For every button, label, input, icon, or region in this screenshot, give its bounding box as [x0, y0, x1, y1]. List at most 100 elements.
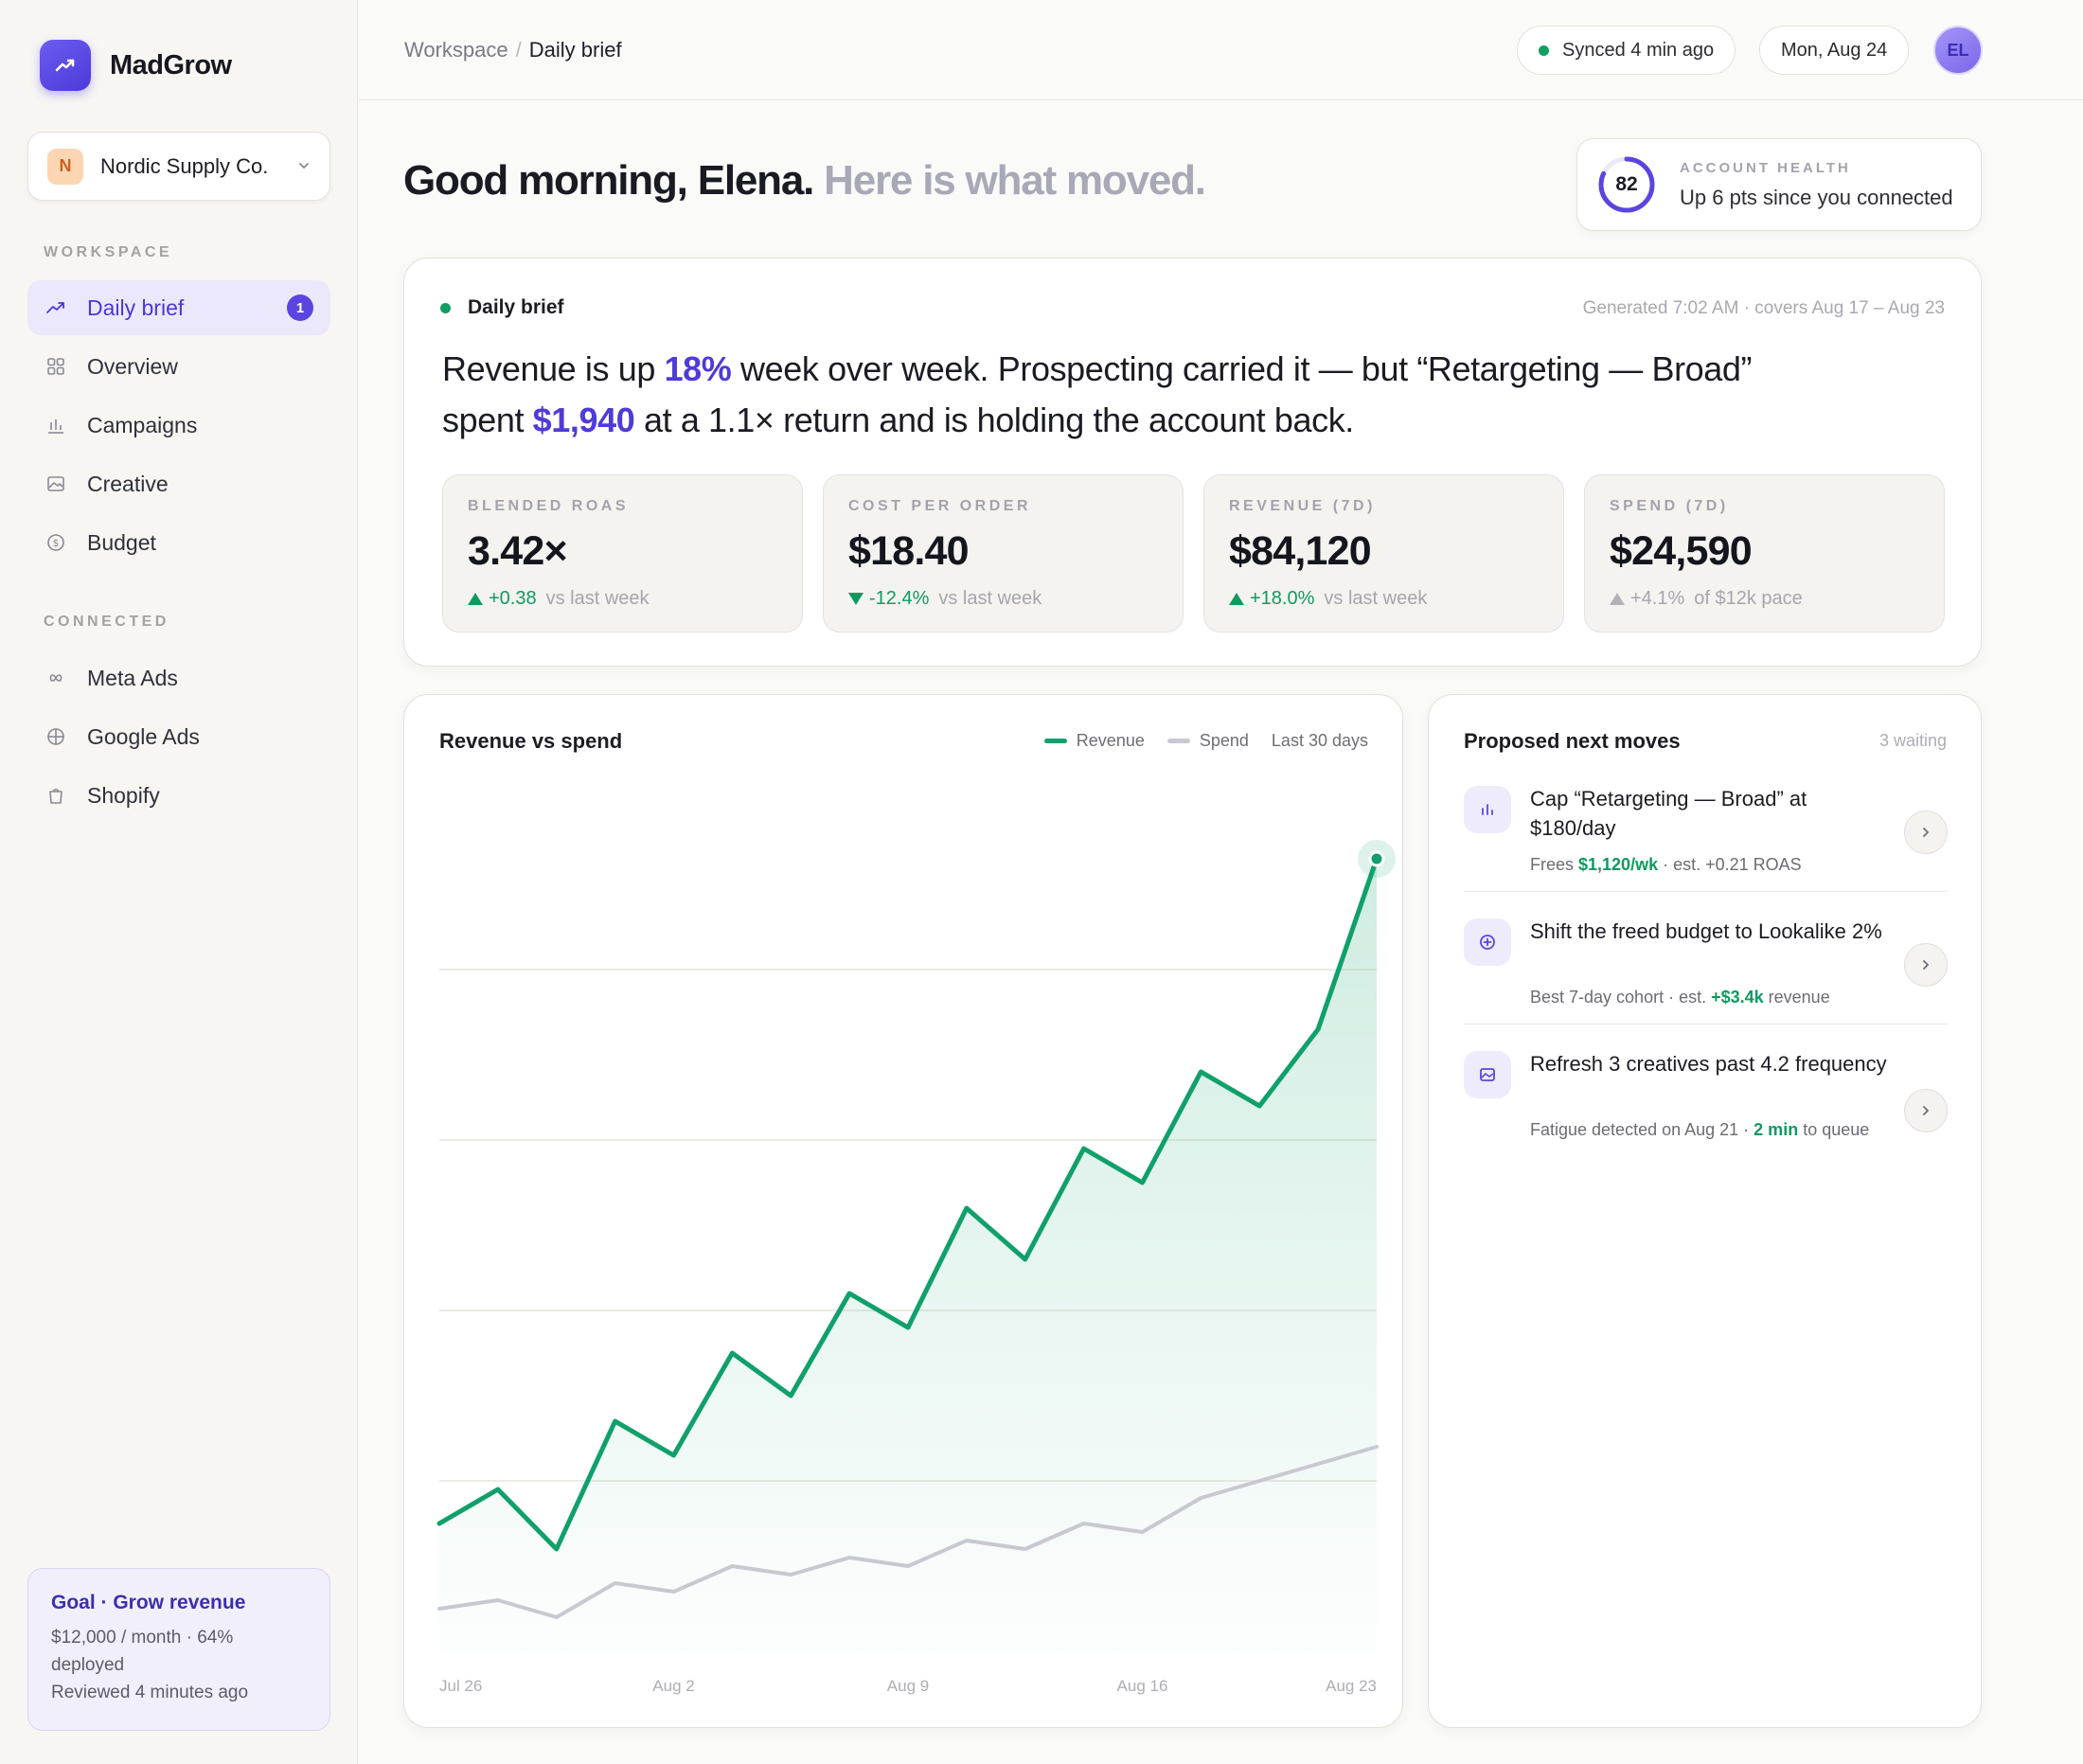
health-score-arc: [1598, 156, 1655, 213]
goal-budget: $12,000 / month · 64%: [51, 1628, 234, 1648]
brand[interactable]: MadGrow: [40, 40, 232, 91]
target-icon: [1464, 918, 1511, 966]
revenue-area: [439, 859, 1377, 1651]
legend-label: Revenue: [1076, 731, 1145, 750]
goal-title: Goal · Grow revenue: [51, 1592, 246, 1613]
connected-section-label: CONNECTED: [44, 614, 169, 630]
sync-status-pill[interactable]: Synced 4 min ago: [1517, 26, 1736, 75]
greeting-main: Good morning, Elena.: [403, 157, 814, 204]
legend-item-spend[interactable]: Spend: [1166, 731, 1249, 751]
moves-title: Proposed next moves: [1464, 729, 1681, 753]
health-score-ring: 82: [1596, 154, 1657, 215]
live-dot-icon: [440, 302, 451, 313]
kpi-suffix: vs last week: [545, 588, 650, 609]
chart-title: Revenue vs spend: [439, 729, 623, 753]
sidebar-item-label: Meta Ads: [87, 665, 178, 690]
brief-text-2: week over week. Prospecting carried it —…: [731, 349, 1753, 388]
goal-reviewed: Reviewed 4 minutes ago: [51, 1683, 249, 1702]
move-title: Refresh 3 creatives past 4.2 frequency: [1530, 1052, 1887, 1076]
kpi-delta: +18.0% vs last week: [1229, 588, 1539, 610]
move-subtitle: Fatigue detected on Aug 21 · 2 min to qu…: [1530, 1117, 1890, 1143]
legend-item-revenue[interactable]: Revenue: [1043, 731, 1145, 751]
account-health-card[interactable]: 82 ACCOUNT HEALTH Up 6 pts since you con…: [1576, 138, 1982, 231]
greeting-muted: Here is what moved.: [824, 157, 1206, 204]
move-item[interactable]: Shift the freed budget to Lookalike 2% B…: [1464, 918, 1948, 1025]
move-sub-text: Fatigue detected on Aug 21 ·: [1530, 1120, 1754, 1139]
sidebar-item-label: Shopify: [87, 782, 160, 808]
legend-swatch: [1043, 739, 1067, 743]
sidebar-item-campaigns[interactable]: Campaigns: [27, 398, 330, 453]
brief-text-3: spent: [442, 401, 533, 439]
move-item[interactable]: Refresh 3 creatives past 4.2 frequency F…: [1464, 1051, 1948, 1184]
kpi-suffix: vs last week: [1324, 588, 1428, 609]
health-score: 82: [1615, 173, 1638, 195]
move-sub-highlight: +$3.4k: [1711, 988, 1764, 1007]
date-pill[interactable]: Mon, Aug 24: [1759, 26, 1910, 75]
sidebar-item-shopify[interactable]: Shopify: [27, 768, 330, 823]
kpi-value: $18.40: [848, 528, 970, 574]
top-bar: Workspace / Daily brief Synced 4 min ago M…: [359, 0, 2083, 100]
brief-text-4: at a 1.1× return and is holding the acco…: [634, 401, 1354, 439]
globe-icon: [45, 725, 67, 748]
trend-up-icon: [45, 296, 67, 319]
sidebar-item-budget[interactable]: $ Budget: [27, 515, 330, 570]
account-name: Nordic Supply Co.: [100, 153, 269, 178]
breadcrumb-root[interactable]: Workspace: [404, 38, 508, 62]
kpi-value: $84,120: [1229, 528, 1372, 574]
chart-legend: Revenue Spend Last 30 days: [1022, 731, 1368, 751]
sidebar-item-overview[interactable]: Overview: [27, 339, 330, 394]
move-item[interactable]: Cap “Retargeting — Broad” at $180/day Fr…: [1464, 786, 1948, 892]
kpi-value: $24,590: [1610, 528, 1753, 574]
workspace-section-label: WORKSPACE: [44, 244, 173, 260]
chevron-right-icon[interactable]: [1904, 1089, 1948, 1132]
breadcrumb-current: Daily brief: [528, 38, 622, 62]
move-sub-highlight: $1,120/wk: [1578, 855, 1659, 874]
health-label: ACCOUNT HEALTH: [1680, 159, 1851, 176]
move-title: Shift the freed budget to Lookalike 2%: [1530, 919, 1882, 943]
x-tick-label: Aug 23: [1326, 1677, 1377, 1695]
move-subtitle: Frees $1,120/wk · est. +0.21 ROAS: [1530, 852, 1890, 878]
up-arrow-icon: [468, 593, 483, 605]
chevron-right-icon[interactable]: [1904, 811, 1948, 854]
kpi-delta: +4.1% of $12k pace: [1610, 588, 1919, 610]
kpi-card-cost-per-order[interactable]: COST PER ORDER $18.40 -12.4% vs last wee…: [823, 474, 1184, 633]
kpi-suffix: of $12k pace: [1694, 588, 1803, 609]
kpi-card-revenue[interactable]: REVENUE (7D) $84,120 +18.0% vs last week: [1203, 474, 1564, 633]
brief-text-1: Revenue is up: [442, 349, 665, 388]
user-avatar[interactable]: EL: [1933, 26, 1983, 75]
kpi-change: +0.38: [489, 588, 537, 609]
chevron-right-icon[interactable]: [1904, 943, 1948, 987]
kpi-change: +4.1%: [1630, 588, 1685, 609]
sidebar-item-label: Budget: [87, 529, 156, 555]
sidebar-item-google-ads[interactable]: Google Ads: [27, 709, 330, 764]
up-arrow-icon: [1229, 593, 1244, 605]
sidebar-item-meta-ads[interactable]: Meta Ads: [27, 650, 330, 705]
daily-brief-card: Daily brief Generated 7:02 AM · covers A…: [403, 258, 1982, 667]
sidebar-item-label: Daily brief: [87, 294, 185, 320]
sidebar-item-label: Creative: [87, 471, 169, 496]
down-arrow-icon: [848, 593, 863, 605]
revenue-spend-chart[interactable]: Jul 26 Aug 2 Aug 9 Aug 16 Aug 23: [404, 695, 1404, 1729]
chevron-down-icon: [297, 158, 311, 175]
x-tick-label: Aug 9: [887, 1677, 929, 1695]
kpi-card-blended-roas[interactable]: BLENDED ROAS 3.42× +0.38 vs last week: [442, 474, 803, 633]
kpi-change: -12.4%: [869, 588, 930, 609]
date-range-selector[interactable]: Last 30 days: [1271, 731, 1368, 750]
account-avatar: N: [47, 148, 83, 185]
sync-status-text: Synced 4 min ago: [1562, 39, 1715, 61]
kpi-change: +18.0%: [1250, 588, 1315, 609]
brief-summary: Revenue is up 18% week over week. Prospe…: [442, 344, 1919, 446]
sidebar-item-daily-brief[interactable]: Daily brief 1: [27, 280, 330, 335]
up-arrow-icon: [1610, 593, 1625, 605]
breadcrumb: Workspace / Daily brief: [404, 38, 622, 62]
brief-header: Daily brief: [440, 296, 564, 319]
kpi-card-spend[interactable]: SPEND (7D) $24,590 +4.1% of $12k pace: [1584, 474, 1945, 633]
account-switcher[interactable]: N Nordic Supply Co.: [27, 132, 330, 201]
sidebar-item-creative[interactable]: Creative: [27, 456, 330, 511]
shopping-bag-icon: [45, 784, 67, 807]
move-sub-highlight: 2 min: [1754, 1120, 1799, 1139]
moves-count: 3 waiting: [1878, 731, 1947, 750]
kpi-label: BLENDED ROAS: [468, 498, 630, 514]
goal-card[interactable]: Goal · Grow revenue $12,000 / month · 64…: [27, 1568, 330, 1731]
infinity-icon: [45, 667, 67, 689]
